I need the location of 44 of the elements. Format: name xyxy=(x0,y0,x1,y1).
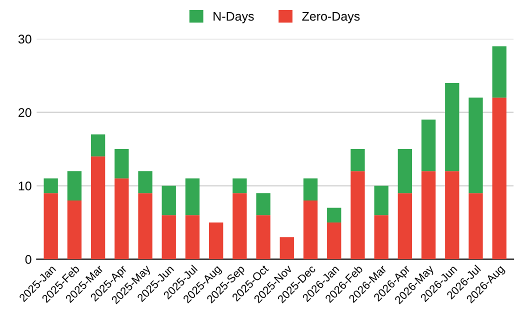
legend-label: Zero-Days xyxy=(302,12,360,24)
bar xyxy=(492,98,506,260)
bar xyxy=(327,208,342,222)
bar xyxy=(398,193,412,260)
bar xyxy=(256,193,270,216)
bar xyxy=(67,200,82,260)
bar xyxy=(114,149,129,178)
bar xyxy=(468,98,483,194)
bar xyxy=(162,215,176,260)
y-tick-label: 30 xyxy=(18,34,32,44)
bar xyxy=(374,186,388,216)
bar xyxy=(256,215,270,260)
bar xyxy=(209,222,224,260)
bar xyxy=(350,171,365,260)
bar xyxy=(398,149,412,194)
bar xyxy=(138,171,152,194)
y-tick-label: 20 xyxy=(18,108,32,117)
bar xyxy=(90,156,106,260)
bar xyxy=(421,171,436,260)
bar xyxy=(67,171,82,200)
bar xyxy=(232,178,247,194)
legend-label: N-Days xyxy=(214,12,254,24)
bar xyxy=(114,178,129,260)
bar xyxy=(185,178,200,216)
bar xyxy=(303,178,318,200)
bar xyxy=(445,82,460,172)
bar xyxy=(327,222,342,260)
bar xyxy=(162,186,176,216)
bar xyxy=(280,237,294,260)
y-tick-label: 0 xyxy=(25,255,32,264)
y-tick-label: 10 xyxy=(18,182,32,190)
bar xyxy=(232,193,247,260)
bar xyxy=(44,178,58,194)
bar xyxy=(303,200,318,260)
bar xyxy=(350,149,365,172)
bar xyxy=(445,171,460,260)
bar xyxy=(421,120,436,172)
bar xyxy=(138,193,152,260)
bar xyxy=(374,215,388,260)
bar xyxy=(90,134,106,156)
bar xyxy=(468,193,483,260)
bar xyxy=(44,193,58,260)
bar xyxy=(185,215,200,260)
bar xyxy=(492,46,506,98)
